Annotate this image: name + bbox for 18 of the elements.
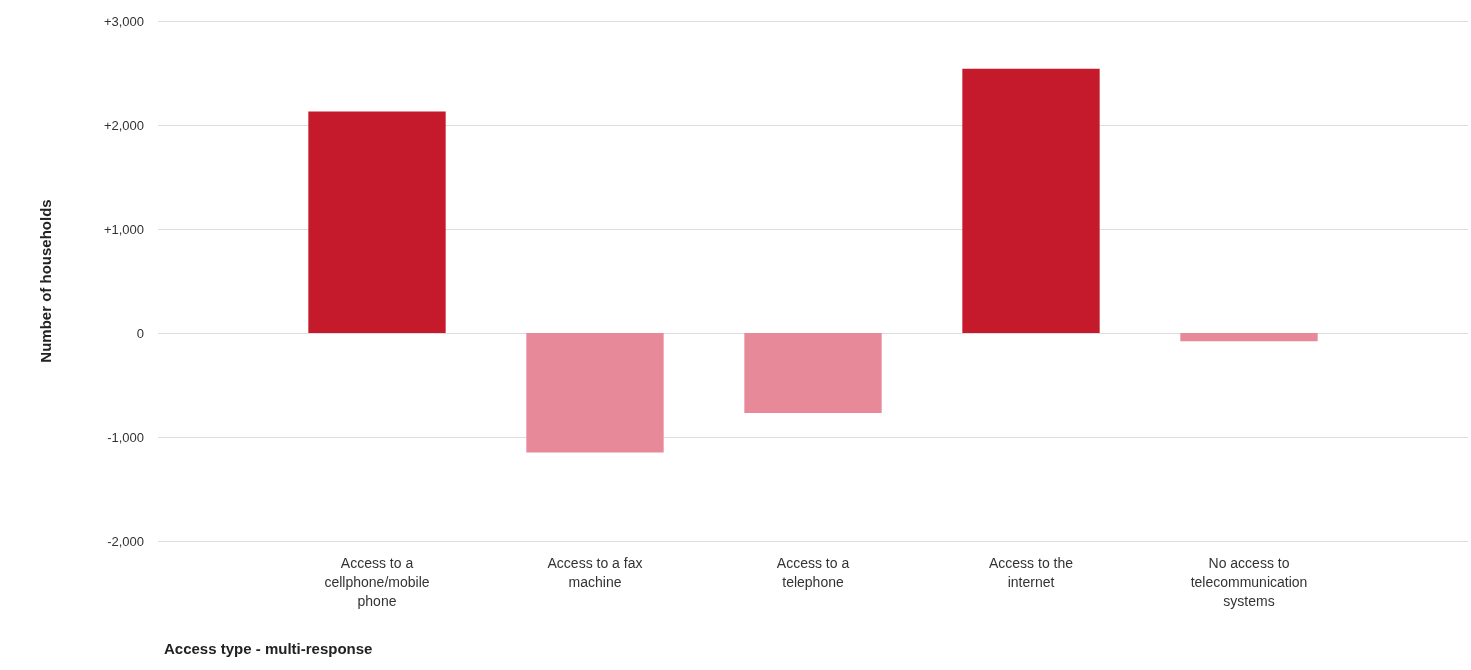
y-tick-label: +3,000 — [103, 13, 144, 29]
bar — [1180, 333, 1318, 342]
y-tick-label: +2,000 — [103, 117, 144, 133]
x-tick-label: Access to a fax machine — [547, 554, 643, 590]
bar — [744, 333, 882, 414]
y-axis-title: Number of households — [37, 199, 54, 363]
y-tick-label: -2,000 — [107, 533, 144, 549]
x-axis-title: Access type - multi-response — [164, 640, 373, 657]
x-tick-label: Access to a telephone — [776, 554, 850, 590]
x-tick-label: Access to a cellphone/mobile phone — [324, 554, 430, 609]
x-tick-label: No access to telecommunication systems — [1190, 554, 1308, 609]
y-tick-label: +1,000 — [103, 221, 144, 237]
y-tick-label: -1,000 — [107, 429, 144, 445]
bar — [308, 111, 446, 333]
bar — [526, 333, 664, 453]
bar — [962, 68, 1100, 333]
x-tick-label: Access to the internet — [988, 554, 1074, 590]
y-tick-label: 0 — [136, 325, 144, 341]
